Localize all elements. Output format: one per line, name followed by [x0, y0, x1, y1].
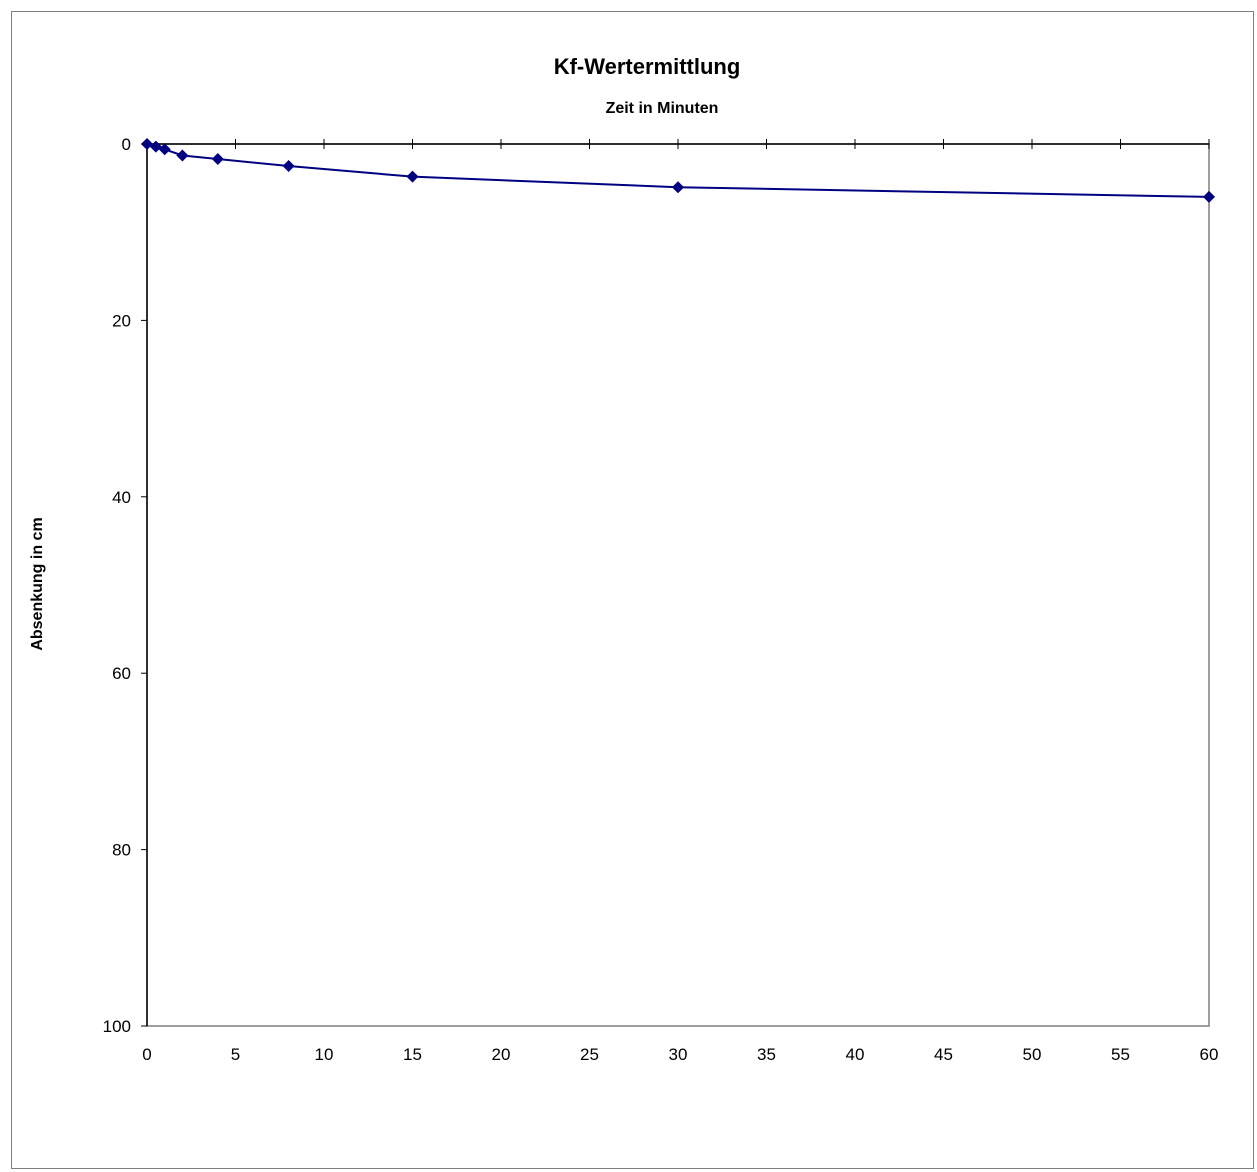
- x-tick-label: 55: [1111, 1045, 1130, 1064]
- x-tick-label: 15: [403, 1045, 422, 1064]
- x-tick-label: 20: [492, 1045, 511, 1064]
- y-tick-label: 100: [103, 1017, 131, 1036]
- data-point: [672, 181, 684, 194]
- data-point: [141, 138, 153, 150]
- chart-title: Kf-Wertermittlung: [554, 54, 741, 79]
- x-tick-label: 50: [1023, 1045, 1042, 1064]
- chart-area: [11, 11, 1254, 1169]
- x-tick-label: 35: [757, 1045, 776, 1064]
- data-point: [406, 170, 419, 183]
- data-point: [1203, 190, 1215, 203]
- x-tick-label: 30: [669, 1045, 688, 1064]
- x-tick-label: 25: [580, 1045, 599, 1064]
- y-tick-label: 40: [112, 488, 131, 507]
- data-point: [158, 143, 171, 156]
- y-tick-label: 80: [112, 841, 131, 860]
- series-line: [141, 138, 1215, 203]
- data-point: [282, 160, 295, 173]
- y-axis-title: Absenkung in cm: [29, 517, 46, 650]
- y-tick-label: 20: [112, 311, 131, 330]
- x-axis-title: Zeit in Minuten: [606, 100, 719, 117]
- x-tick-label: 60: [1200, 1045, 1219, 1064]
- y-tick-label: 0: [122, 135, 131, 154]
- x-tick-label: 45: [934, 1045, 953, 1064]
- data-point: [149, 140, 162, 153]
- x-tick-label: 0: [142, 1045, 151, 1064]
- plot-area: [146, 143, 1210, 1027]
- x-tick-label: 10: [315, 1045, 334, 1064]
- axes: 0 5 10 15 20 25 30 35 40 45 50 55 60 0 20 40 60 80 100: [103, 135, 1219, 1064]
- data-point: [176, 149, 189, 162]
- x-tick-label: 40: [846, 1045, 865, 1064]
- y-tick-label: 60: [112, 664, 131, 683]
- x-tick-label: 5: [231, 1045, 240, 1064]
- data-point: [211, 152, 224, 165]
